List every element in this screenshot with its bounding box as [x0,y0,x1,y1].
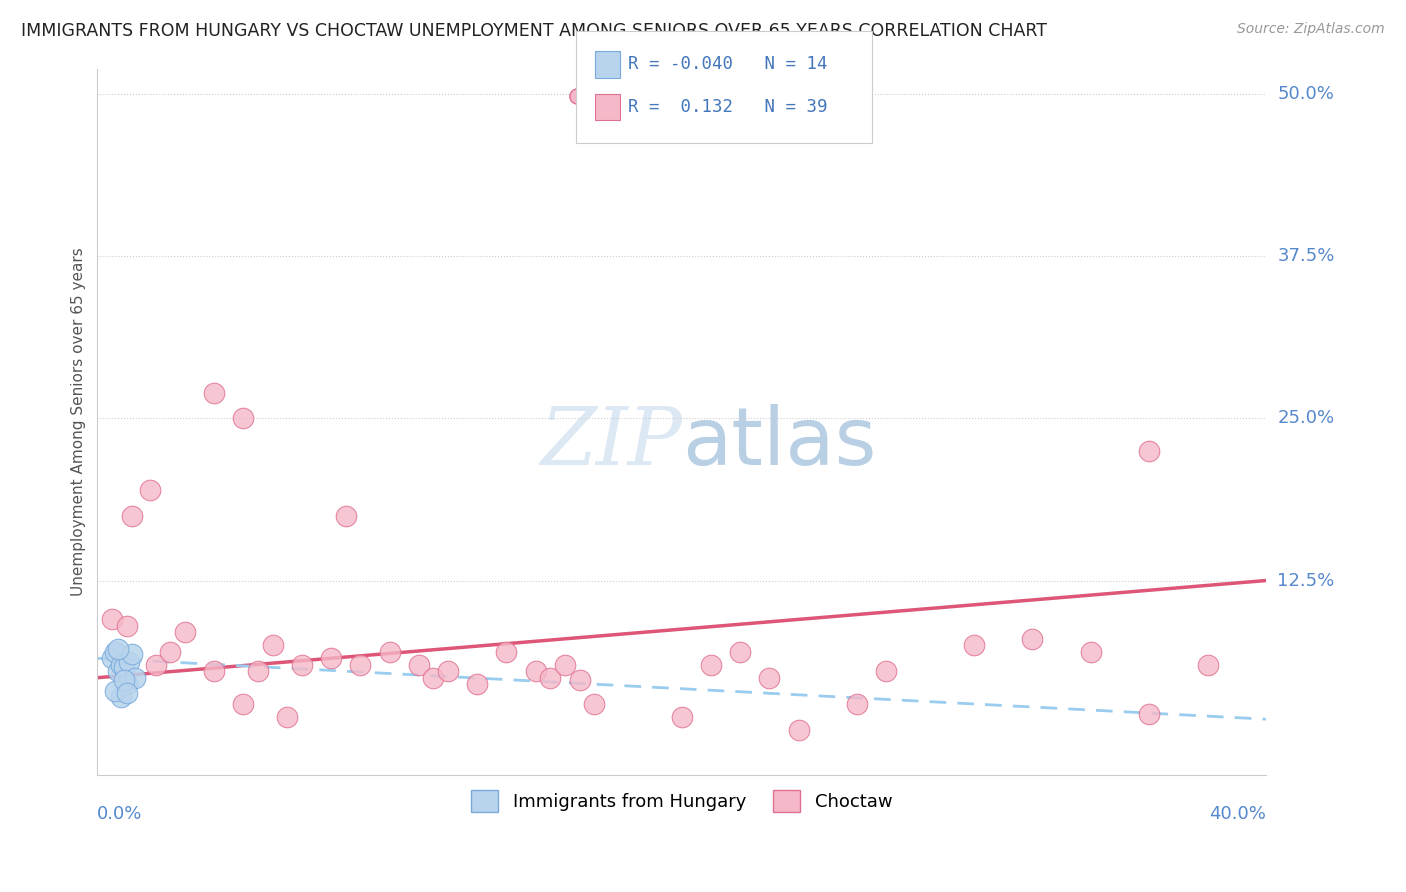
Point [495,645,517,659]
Point [787,723,810,737]
Point [554,657,576,672]
Point [110,690,132,705]
Point [115,677,138,691]
Text: atlas: atlas [682,404,876,482]
Point [465,677,488,691]
Point [538,671,561,685]
Text: 25.0%: 25.0% [1278,409,1334,427]
Point [378,645,401,659]
Point [115,619,138,633]
Point [107,665,129,679]
Point [101,612,124,626]
Point [101,651,124,665]
Point [728,645,751,659]
Point [124,671,146,685]
Text: IMMIGRANTS FROM HUNGARY VS CHOCTAW UNEMPLOYMENT AMONG SENIORS OVER 65 YEARS CORR: IMMIGRANTS FROM HUNGARY VS CHOCTAW UNEMP… [21,22,1047,40]
Text: 50.0%: 50.0% [1278,86,1334,103]
Point [875,665,897,679]
Point [262,638,284,652]
Point [291,657,314,672]
Point [335,508,357,523]
Text: 0.0%: 0.0% [97,805,143,823]
Point [104,683,127,698]
Point [118,655,141,669]
Point [524,665,547,679]
Point [758,671,780,685]
Text: Source: ZipAtlas.com: Source: ZipAtlas.com [1237,22,1385,37]
Point [671,709,693,723]
Point [159,645,181,659]
Text: 37.5%: 37.5% [1278,247,1334,266]
Text: R = -0.040   N = 14: R = -0.040 N = 14 [628,55,828,73]
Point [700,657,723,672]
Point [232,411,254,425]
Point [174,625,197,640]
Point [202,385,225,400]
Point [1137,443,1160,458]
Point [321,651,343,665]
Point [276,709,298,723]
Point [1021,632,1043,646]
Y-axis label: Unemployment Among Seniors over 65 years: Unemployment Among Seniors over 65 years [72,247,86,596]
Point [583,697,606,711]
Point [349,657,371,672]
Point [1080,645,1102,659]
Text: ZIP: ZIP [540,404,682,482]
Point [145,657,167,672]
Point [112,673,135,688]
Point [121,648,143,662]
Point [232,697,254,711]
Point [115,686,138,700]
Point [202,665,225,679]
Point [110,657,132,672]
Legend: Immigrants from Hungary, Choctaw: Immigrants from Hungary, Choctaw [464,782,900,819]
Point [139,483,162,497]
Text: 40.0%: 40.0% [1209,805,1267,823]
Point [1137,706,1160,721]
Text: 12.5%: 12.5% [1278,572,1334,590]
Point [437,665,460,679]
Point [104,645,127,659]
Point [422,671,444,685]
Point [1197,657,1219,672]
Text: R =  0.132   N = 39: R = 0.132 N = 39 [628,98,828,116]
Point [107,642,129,657]
Point [568,673,591,688]
Point [846,697,869,711]
Point [112,660,135,674]
Point [247,665,270,679]
Point [121,508,143,523]
Point [963,638,986,652]
Point [408,657,430,672]
